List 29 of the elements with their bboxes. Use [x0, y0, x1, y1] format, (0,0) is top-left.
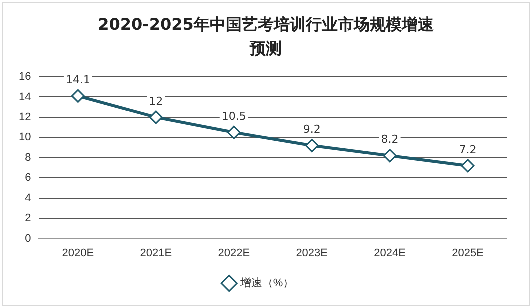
y-tick-label: 10 [18, 132, 32, 144]
y-tick-label: 14 [18, 91, 32, 104]
chart-title: 2020-2025年中国艺考培训行业市场规模增速预测 [97, 14, 435, 60]
x-tick-label: 2021E [140, 247, 172, 260]
point [305, 139, 319, 153]
y-tick-label: 16 [18, 71, 32, 84]
data-label: 9.2 [303, 123, 321, 136]
x-tick-label: 2023E [296, 247, 328, 260]
y-tick-label: 0 [25, 232, 32, 245]
y-tick-label: 8 [25, 152, 32, 164]
data-label: 7.2 [459, 143, 477, 156]
point [461, 159, 475, 173]
x-tick-label: 2024E [374, 247, 406, 260]
point [383, 149, 397, 163]
data-label: 8.2 [381, 133, 399, 146]
point [149, 110, 163, 124]
data-label: 10.5 [222, 110, 246, 123]
point [227, 126, 241, 140]
data-label: 12 [149, 94, 164, 108]
y-tick-label: 12 [18, 111, 32, 124]
point [71, 89, 85, 103]
y-tick-label: 4 [25, 192, 32, 204]
legend-label: 增速（%） [239, 276, 294, 290]
data-label: 14.1 [66, 74, 90, 87]
y-tick-label: 6 [25, 172, 32, 184]
y-tick-label: 2 [25, 212, 32, 225]
x-tick-label: 2025E [452, 247, 484, 260]
x-tick-label: 2020E [62, 247, 94, 260]
x-tick-label: 2022E [218, 247, 250, 260]
